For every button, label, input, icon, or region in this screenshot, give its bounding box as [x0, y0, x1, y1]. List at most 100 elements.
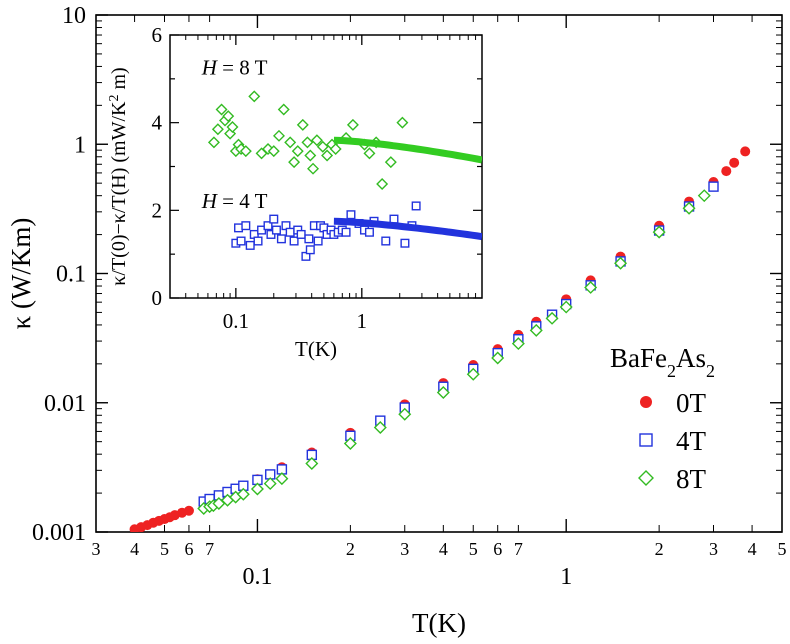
- inset-data-point: [269, 214, 279, 224]
- inset-y-tick-label: 4: [152, 111, 163, 135]
- inset-data-point: [288, 156, 301, 169]
- inset-data-point: [381, 236, 391, 246]
- inset-data-point: [346, 210, 356, 220]
- inset-data-point: [389, 214, 399, 224]
- inset-fit-line: [333, 136, 482, 164]
- x-minor-tick-label: 6: [184, 539, 193, 559]
- inset-y-tick-label: 0: [152, 286, 163, 310]
- x-minor-tick-label: 2: [655, 539, 664, 559]
- inset-data-point: [305, 245, 315, 255]
- legend-label-4T: 4T: [676, 426, 707, 456]
- x-minor-tick-label: 7: [205, 539, 214, 559]
- data-point: [491, 351, 505, 365]
- x-minor-tick-label: 5: [778, 539, 787, 559]
- inset-annotation: H = 4 T: [201, 189, 268, 213]
- inset-data-point: [277, 103, 290, 116]
- inset-data-point: [289, 236, 299, 246]
- inset-data-point: [211, 123, 224, 136]
- data-point: [559, 300, 573, 314]
- legend-marker-8T: [638, 470, 654, 486]
- x-minor-tick-label: 5: [469, 539, 478, 559]
- data-point: [721, 166, 732, 177]
- inset-data-point: [363, 147, 376, 160]
- inset-data-point: [207, 136, 220, 149]
- inset-data-point: [301, 136, 314, 149]
- inset-data-point: [263, 221, 273, 231]
- legend-marker-4T: [639, 433, 653, 447]
- data-point: [343, 436, 357, 450]
- data-point: [584, 280, 598, 294]
- inset-y-axis-title: κ/T(0)−κ/T(H) (mW/K2 m): [107, 67, 131, 285]
- x-minor-tick-label: 4: [130, 539, 139, 559]
- inset-series-0: [207, 90, 409, 191]
- inset-data-point: [236, 236, 246, 246]
- inset-y-tick-label: 6: [152, 23, 163, 47]
- x-minor-tick-label: 6: [493, 539, 502, 559]
- x-minor-tick-label: 3: [709, 539, 718, 559]
- data-point: [373, 421, 387, 435]
- inset-data-point: [346, 118, 359, 131]
- inset-data-point: [267, 145, 280, 158]
- x-major-tick-label: 1: [560, 564, 572, 590]
- inset-data-point: [248, 90, 261, 103]
- main-series-group: [129, 146, 751, 532]
- inset-data-point: [245, 240, 255, 250]
- data-point: [263, 477, 277, 491]
- data-point: [682, 201, 696, 215]
- legend-label-8T: 8T: [676, 464, 707, 494]
- inset-data-point: [310, 134, 323, 147]
- inset-data-point: [239, 145, 252, 158]
- inset-series-group: [207, 90, 482, 261]
- x-minor-tick-label: 3: [400, 539, 409, 559]
- x-minor-tick-label: 5: [160, 539, 169, 559]
- inset-data-point: [253, 236, 263, 246]
- legend: BaFe2As2 0T 4T 8T: [610, 343, 715, 494]
- inset-data-point: [241, 221, 251, 231]
- x-major-tick-label: 0.1: [242, 564, 272, 590]
- legend-title: BaFe2As2: [610, 343, 715, 381]
- data-point: [275, 472, 289, 486]
- inset-fit-line: [333, 217, 482, 241]
- inset-data-point: [400, 238, 410, 248]
- data-point: [305, 456, 319, 470]
- y-tick-label: 0.001: [32, 520, 86, 546]
- inset-data-point: [296, 118, 309, 131]
- inset-data-point: [285, 227, 295, 237]
- data-point: [697, 189, 711, 203]
- x-minor-tick-label: 4: [748, 539, 757, 559]
- data-point: [708, 181, 719, 192]
- inset-x-axis-title: T(K): [295, 337, 337, 361]
- data-point: [729, 157, 740, 168]
- y-tick-label: 0.01: [44, 391, 86, 417]
- y-axis-title: κ (W/Km): [6, 218, 36, 330]
- inset-data-point: [215, 103, 228, 116]
- data-point: [466, 367, 480, 381]
- y-tick-label: 0.1: [56, 262, 86, 288]
- inset-y-tick-label: 2: [152, 198, 163, 222]
- x-minor-tick-label: 4: [439, 539, 448, 559]
- inset-frame: [169, 34, 483, 299]
- inset-data-point: [276, 234, 286, 244]
- inset-annotation: H = 8 T: [201, 55, 268, 79]
- x-axis-title: T(K): [412, 608, 466, 638]
- inset-data-point: [364, 227, 374, 237]
- inset-data-point: [304, 149, 317, 162]
- inset-data-point: [272, 129, 285, 142]
- inset-data-point: [284, 136, 297, 149]
- inset-data-point: [313, 236, 323, 246]
- data-point: [183, 505, 194, 516]
- data-point: [529, 323, 543, 337]
- inset-x-tick-label: 1: [357, 309, 368, 333]
- inset-data-point: [329, 142, 342, 155]
- inset-data-point: [384, 156, 397, 169]
- inset-plot: 0.1 1 0 2 4 6 T(K) κ/T(0)−κ/T(H) (mW/K2 m) H = 8…: [107, 23, 483, 361]
- data-point: [545, 311, 559, 325]
- inset-data-point: [271, 225, 281, 235]
- y-tick-label: 1: [74, 132, 86, 158]
- x-minor-tick-label: 3: [92, 539, 101, 559]
- series-8T: [197, 189, 711, 515]
- inset-data-point: [321, 149, 334, 162]
- inset-data-point: [396, 116, 409, 129]
- inset-data-point: [226, 121, 239, 134]
